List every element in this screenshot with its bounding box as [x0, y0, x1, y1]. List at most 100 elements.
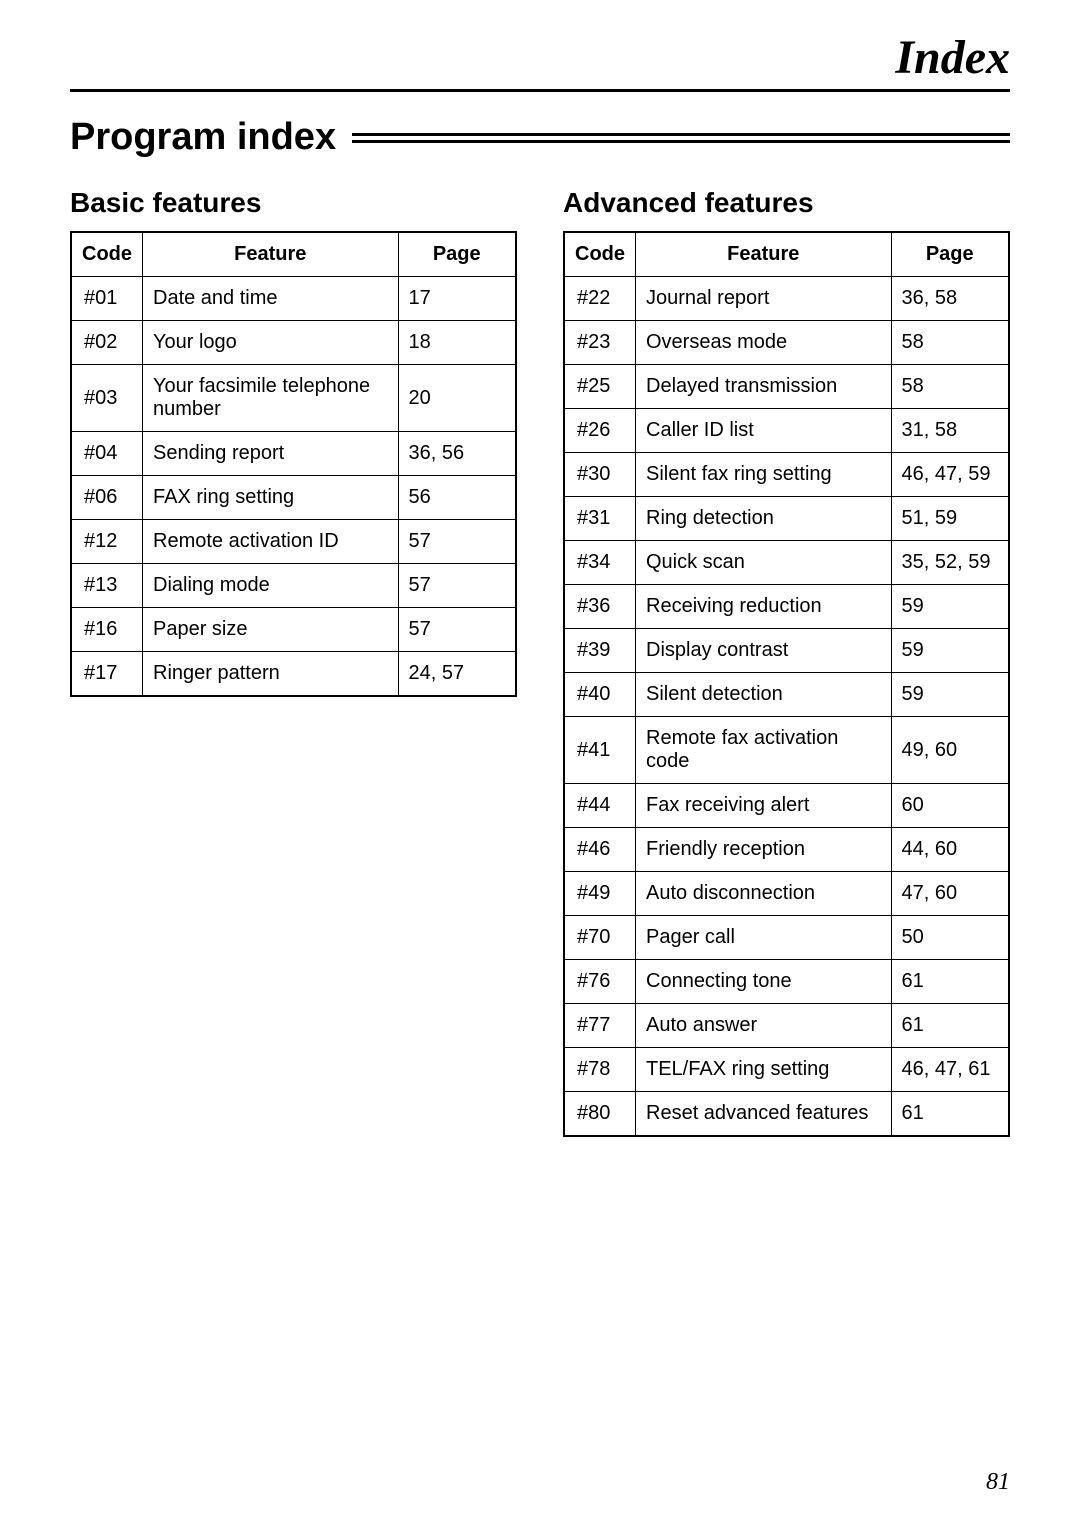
cell-code: #44 [564, 784, 636, 828]
cell-page: 24, 57 [398, 652, 516, 697]
section-title: Program index [70, 116, 336, 159]
advanced-features-tbody: #22Journal report36, 58#23Overseas mode5… [564, 277, 1009, 1137]
cell-feature: Remote fax activation code [636, 717, 892, 784]
cell-page: 56 [398, 476, 516, 520]
cell-code: #76 [564, 960, 636, 1004]
basic-features-heading: Basic features [70, 187, 517, 219]
cell-code: #02 [71, 321, 143, 365]
cell-page: 58 [891, 365, 1009, 409]
cell-code: #80 [564, 1092, 636, 1137]
cell-feature: Auto disconnection [636, 872, 892, 916]
table-row: #01Date and time17 [71, 277, 516, 321]
table-row: #46Friendly reception44, 60 [564, 828, 1009, 872]
cell-feature: Remote activation ID [143, 520, 399, 564]
cell-code: #49 [564, 872, 636, 916]
cell-feature: Date and time [143, 277, 399, 321]
cell-page: 36, 58 [891, 277, 1009, 321]
cell-page: 61 [891, 1004, 1009, 1048]
cell-page: 59 [891, 585, 1009, 629]
section-title-row: Program index [70, 116, 1010, 159]
cell-feature: Caller ID list [636, 409, 892, 453]
cell-page: 57 [398, 608, 516, 652]
col-header-feature: Feature [143, 232, 399, 277]
col-header-code: Code [71, 232, 143, 277]
cell-page: 49, 60 [891, 717, 1009, 784]
cell-code: #17 [71, 652, 143, 697]
cell-code: #40 [564, 673, 636, 717]
cell-page: 51, 59 [891, 497, 1009, 541]
cell-page: 59 [891, 629, 1009, 673]
cell-feature: Journal report [636, 277, 892, 321]
columns-wrapper: Basic features Code Feature Page #01Date… [70, 187, 1010, 1137]
cell-page: 17 [398, 277, 516, 321]
cell-code: #06 [71, 476, 143, 520]
cell-page: 20 [398, 365, 516, 432]
cell-feature: Ringer pattern [143, 652, 399, 697]
cell-code: #25 [564, 365, 636, 409]
cell-page: 61 [891, 960, 1009, 1004]
table-row: #77Auto answer61 [564, 1004, 1009, 1048]
cell-page: 60 [891, 784, 1009, 828]
cell-code: #22 [564, 277, 636, 321]
cell-feature: TEL/FAX ring setting [636, 1048, 892, 1092]
table-row: #78TEL/FAX ring setting46, 47, 61 [564, 1048, 1009, 1092]
table-row: #03Your facsimile telephone number20 [71, 365, 516, 432]
table-row: #80Reset advanced features61 [564, 1092, 1009, 1137]
table-row: #16Paper size57 [71, 608, 516, 652]
cell-code: #36 [564, 585, 636, 629]
cell-page: 46, 47, 59 [891, 453, 1009, 497]
cell-code: #30 [564, 453, 636, 497]
table-row: #40Silent detection59 [564, 673, 1009, 717]
cell-feature: Fax receiving alert [636, 784, 892, 828]
cell-page: 50 [891, 916, 1009, 960]
cell-feature: Reset advanced features [636, 1092, 892, 1137]
table-row: #49Auto disconnection47, 60 [564, 872, 1009, 916]
col-header-feature: Feature [636, 232, 892, 277]
cell-code: #77 [564, 1004, 636, 1048]
cell-feature: Receiving reduction [636, 585, 892, 629]
cell-code: #23 [564, 321, 636, 365]
basic-features-table: Code Feature Page #01Date and time17#02Y… [70, 231, 517, 697]
cell-feature: Friendly reception [636, 828, 892, 872]
cell-code: #31 [564, 497, 636, 541]
cell-feature: Display contrast [636, 629, 892, 673]
table-header-row: Code Feature Page [564, 232, 1009, 277]
table-header-row: Code Feature Page [71, 232, 516, 277]
cell-page: 36, 56 [398, 432, 516, 476]
table-row: #02Your logo18 [71, 321, 516, 365]
table-row: #31Ring detection51, 59 [564, 497, 1009, 541]
advanced-features-heading: Advanced features [563, 187, 1010, 219]
cell-code: #39 [564, 629, 636, 673]
left-column: Basic features Code Feature Page #01Date… [70, 187, 517, 1137]
table-row: #17Ringer pattern24, 57 [71, 652, 516, 697]
cell-page: 35, 52, 59 [891, 541, 1009, 585]
cell-code: #78 [564, 1048, 636, 1092]
table-row: #30Silent fax ring setting46, 47, 59 [564, 453, 1009, 497]
table-row: #25Delayed transmission58 [564, 365, 1009, 409]
cell-feature: Paper size [143, 608, 399, 652]
cell-feature: Your facsimile telephone number [143, 365, 399, 432]
cell-code: #34 [564, 541, 636, 585]
page-number: 81 [986, 1469, 1010, 1496]
cell-code: #04 [71, 432, 143, 476]
cell-feature: Sending report [143, 432, 399, 476]
col-header-page: Page [891, 232, 1009, 277]
cell-code: #16 [71, 608, 143, 652]
cell-code: #12 [71, 520, 143, 564]
cell-feature: Silent detection [636, 673, 892, 717]
table-row: #12Remote activation ID57 [71, 520, 516, 564]
table-row: #26Caller ID list31, 58 [564, 409, 1009, 453]
cell-feature: Pager call [636, 916, 892, 960]
cell-page: 18 [398, 321, 516, 365]
basic-features-tbody: #01Date and time17#02Your logo18#03Your … [71, 277, 516, 697]
advanced-features-table: Code Feature Page #22Journal report36, 5… [563, 231, 1010, 1137]
cell-code: #03 [71, 365, 143, 432]
cell-feature: Your logo [143, 321, 399, 365]
cell-code: #01 [71, 277, 143, 321]
cell-code: #13 [71, 564, 143, 608]
page-header-index: Index [70, 30, 1010, 92]
cell-feature: Overseas mode [636, 321, 892, 365]
table-row: #06FAX ring setting56 [71, 476, 516, 520]
cell-feature: Connecting tone [636, 960, 892, 1004]
table-row: #41Remote fax activation code49, 60 [564, 717, 1009, 784]
